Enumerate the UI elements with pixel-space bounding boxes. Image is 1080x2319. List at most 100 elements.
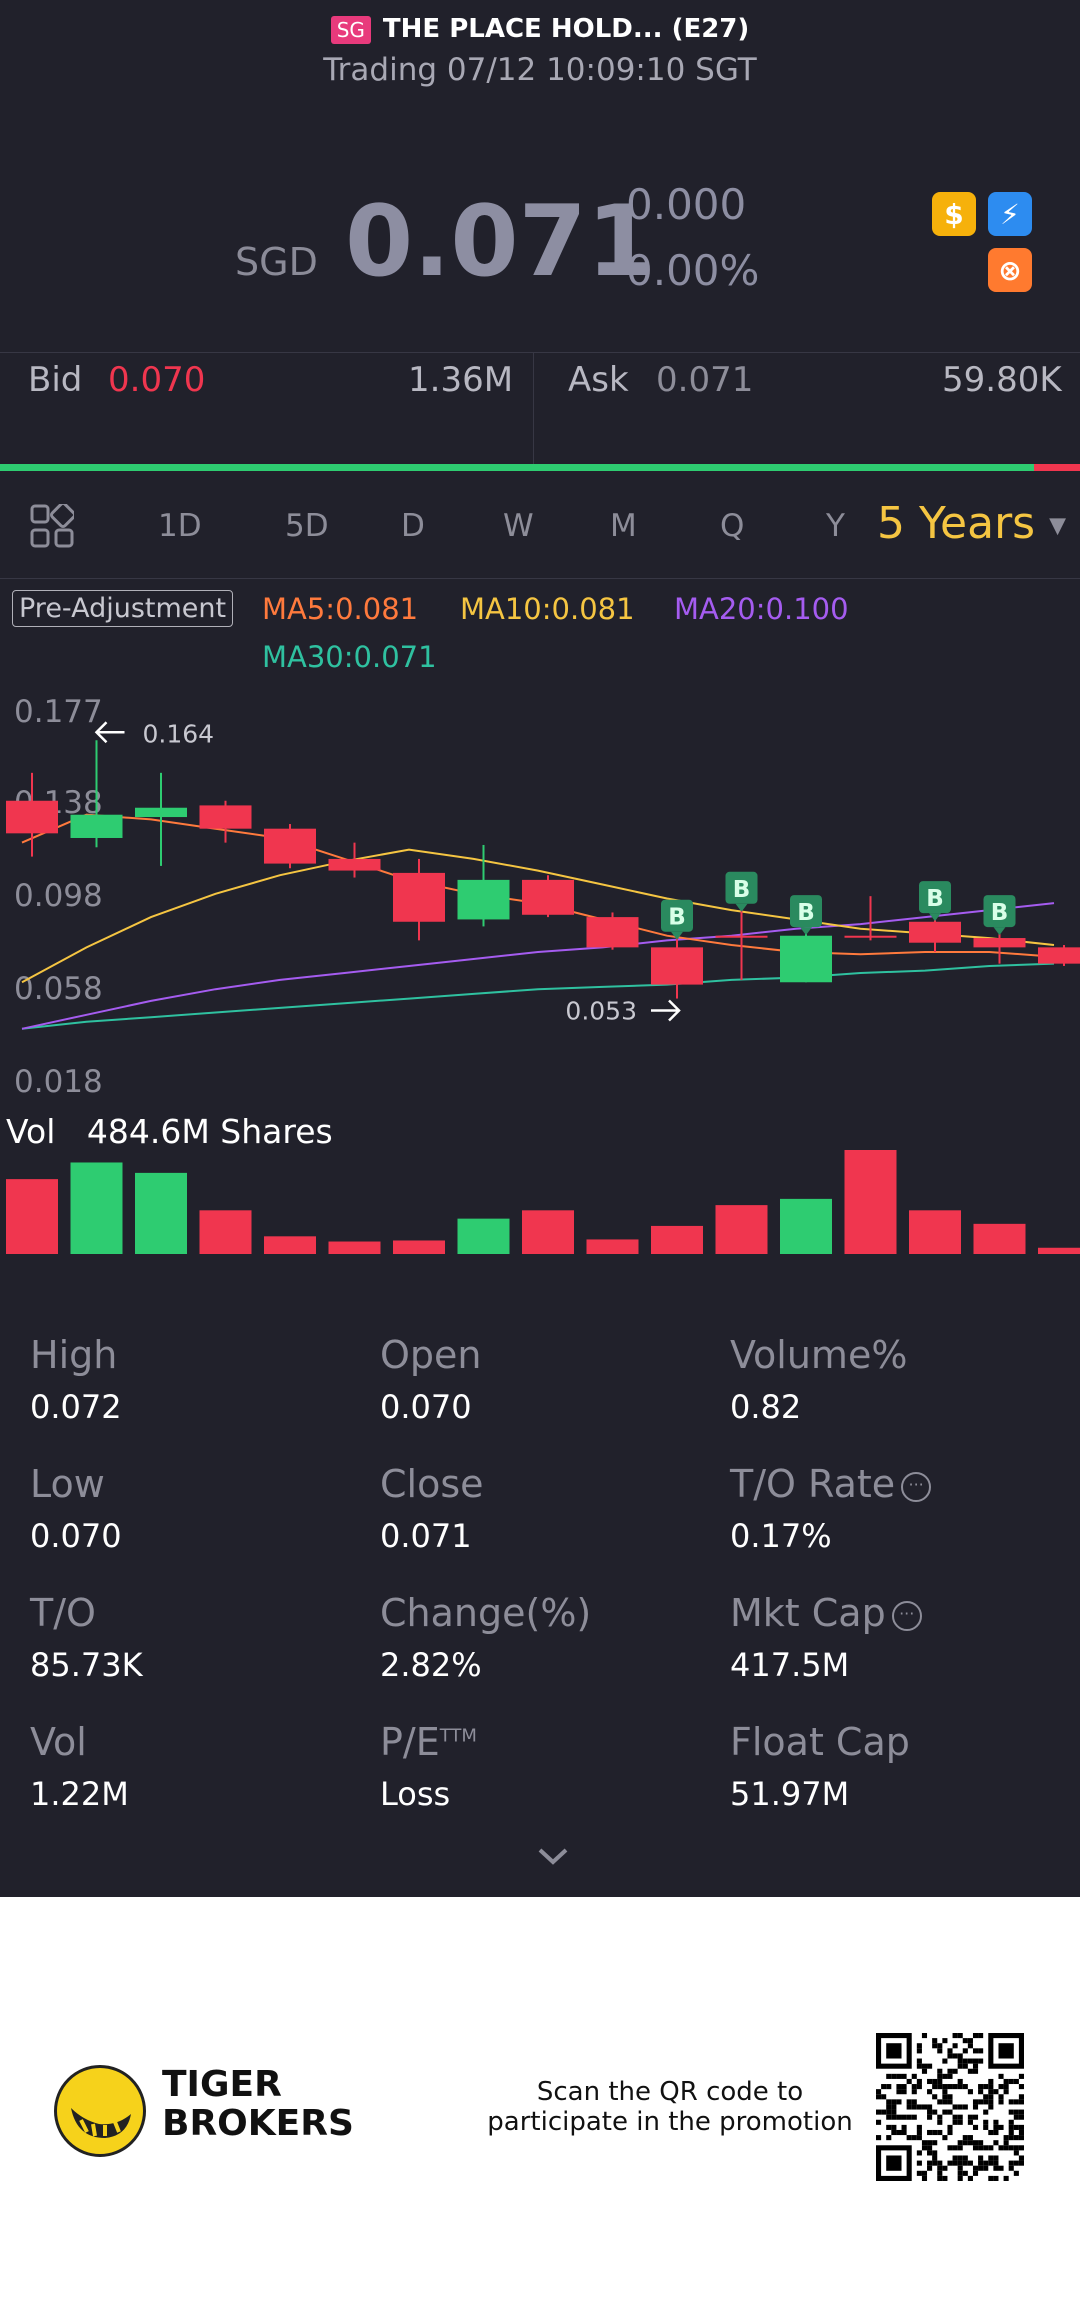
ma20-label: MA20:0.100 bbox=[674, 592, 849, 626]
tab-yearly[interactable]: Y bbox=[826, 508, 845, 544]
stat-label-vol: Vol bbox=[30, 1720, 87, 1764]
stat-value-high: 0.072 bbox=[30, 1388, 122, 1426]
buy-marker-label: B bbox=[668, 905, 686, 931]
volume-bar bbox=[715, 1205, 768, 1254]
high-price-label: 0.164 bbox=[143, 719, 215, 748]
stat-label-float-cap: Float Cap bbox=[730, 1720, 910, 1764]
tab-weekly[interactable]: W bbox=[503, 508, 534, 544]
buy-marker-label: B bbox=[926, 886, 944, 912]
y-tick-label: 0.018 bbox=[14, 1064, 103, 1100]
brand-name: TIGER BROKERS bbox=[162, 2065, 354, 2143]
ma30-label: MA30:0.071 bbox=[262, 640, 437, 674]
expand-chevron-icon[interactable] bbox=[536, 1846, 570, 1868]
candle-body bbox=[586, 917, 639, 948]
volume-bar bbox=[135, 1172, 187, 1254]
scan-prompt: Scan the QR code to participate in the p… bbox=[480, 2077, 860, 2137]
bid-label: Bid bbox=[28, 360, 83, 400]
stat-value-float-cap: 51.97M bbox=[730, 1775, 850, 1813]
qr-code-icon[interactable] bbox=[876, 2033, 1024, 2181]
buy-marker bbox=[725, 871, 758, 904]
dollar-icon[interactable]: $ bbox=[932, 192, 976, 236]
stat-label-low: Low bbox=[30, 1462, 105, 1506]
ask-ratio-segment bbox=[1033, 464, 1080, 471]
volume-chart[interactable] bbox=[0, 1150, 1080, 1260]
buy-marker-pointer bbox=[671, 931, 683, 940]
tab-daily[interactable]: D bbox=[401, 508, 425, 544]
stat-value-turnover: 85.73K bbox=[30, 1646, 143, 1684]
tab-monthly[interactable]: M bbox=[610, 508, 637, 544]
volume-bar bbox=[6, 1179, 58, 1254]
volume-bar bbox=[586, 1239, 639, 1254]
volume-bar bbox=[651, 1225, 703, 1254]
brand-line-1: TIGER bbox=[162, 2064, 282, 2105]
buy-marker-pointer bbox=[735, 903, 748, 912]
stock-title[interactable]: SG THE PLACE HOLD... (E27) bbox=[0, 14, 1080, 44]
candle-body bbox=[715, 935, 768, 938]
candle-body bbox=[328, 858, 381, 871]
volume-bar bbox=[457, 1218, 510, 1254]
candle-body bbox=[70, 814, 123, 838]
tab-5-years-selected[interactable]: 5 Years ▼ bbox=[877, 498, 1066, 549]
buy-marker bbox=[983, 895, 1016, 928]
y-tick-label: 0.098 bbox=[14, 878, 103, 914]
promo-footer: TIGER BROKERS Scan the QR code to partic… bbox=[0, 1897, 1080, 2319]
tab-quarterly[interactable]: Q bbox=[720, 508, 745, 544]
stat-value-pe: Loss bbox=[380, 1775, 451, 1813]
ma5-label: MA5:0.081 bbox=[262, 592, 419, 626]
bid-size: 1.36M bbox=[408, 360, 514, 400]
stat-value-open: 0.070 bbox=[380, 1388, 472, 1426]
volume-bar bbox=[70, 1162, 123, 1254]
stat-label-turnover: T/O bbox=[30, 1591, 96, 1635]
divider bbox=[0, 352, 1080, 353]
ask-label: Ask bbox=[568, 360, 629, 400]
ma20-line bbox=[21, 902, 1055, 1030]
period-tabs: 1D 5D D W M Q Y 5 Years ▼ bbox=[0, 490, 1080, 580]
stat-label-close: Close bbox=[380, 1462, 484, 1506]
tiger-logo-icon bbox=[54, 2065, 146, 2157]
stat-label-pe: P/ETTM bbox=[380, 1720, 477, 1764]
stat-value-change-percent: 2.82% bbox=[380, 1646, 482, 1684]
volume-total: 484.6M Shares bbox=[86, 1112, 333, 1151]
stat-label-change-percent: Change(%) bbox=[380, 1591, 592, 1635]
low-arrow-icon bbox=[651, 999, 681, 1022]
price-change-percent: 0.00% bbox=[626, 246, 760, 295]
low-price-label: 0.053 bbox=[565, 997, 637, 1026]
buy-marker-label: B bbox=[797, 900, 815, 926]
info-icon[interactable]: ··· bbox=[901, 1471, 932, 1502]
buy-marker-pointer bbox=[800, 927, 812, 936]
volume-bar bbox=[973, 1223, 1026, 1254]
flash-icon[interactable]: ⚡ bbox=[988, 192, 1032, 236]
y-tick-label: 0.058 bbox=[14, 971, 103, 1007]
tab-1d[interactable]: 1D bbox=[158, 508, 202, 544]
volume-bar bbox=[844, 1150, 897, 1254]
candle-body bbox=[973, 938, 1026, 948]
stat-value-close: 0.071 bbox=[380, 1517, 472, 1555]
volume-header: Vol 484.6M Shares bbox=[6, 1112, 333, 1151]
info-icon[interactable]: ··· bbox=[891, 1600, 922, 1631]
volume-bar bbox=[328, 1241, 381, 1254]
stat-value-vol: 1.22M bbox=[30, 1775, 129, 1813]
stat-value-volume-percent: 0.82 bbox=[730, 1388, 802, 1426]
buy-marker-pointer bbox=[993, 927, 1006, 936]
candle-body bbox=[651, 947, 703, 985]
high-arrow-icon bbox=[94, 721, 125, 744]
volume-bar bbox=[780, 1198, 832, 1254]
candle-body bbox=[264, 828, 316, 864]
currency-label: SGD bbox=[235, 240, 318, 284]
price-change: 0.000 bbox=[626, 180, 747, 229]
candle-body bbox=[1038, 947, 1080, 964]
stat-value-to-rate: 0.17% bbox=[730, 1517, 832, 1555]
pre-adjustment-button[interactable]: Pre-Adjustment bbox=[12, 590, 234, 627]
ask-size: 59.80K bbox=[942, 360, 1062, 400]
bid-ask-ratio-bar bbox=[0, 464, 1080, 471]
options-icon[interactable]: ⊗ bbox=[988, 248, 1032, 292]
tab-5d[interactable]: 5D bbox=[285, 508, 329, 544]
grid-icon[interactable] bbox=[30, 504, 74, 548]
stat-value-low: 0.070 bbox=[30, 1517, 122, 1555]
pe-ttm-superscript: TTM bbox=[439, 1725, 477, 1747]
stat-value-mkt-cap: 417.5M bbox=[730, 1646, 850, 1684]
buy-marker-pointer bbox=[929, 913, 941, 922]
stat-label-to-rate: T/O Rate ··· bbox=[730, 1462, 932, 1506]
pe-label-text: P/E bbox=[380, 1720, 440, 1764]
